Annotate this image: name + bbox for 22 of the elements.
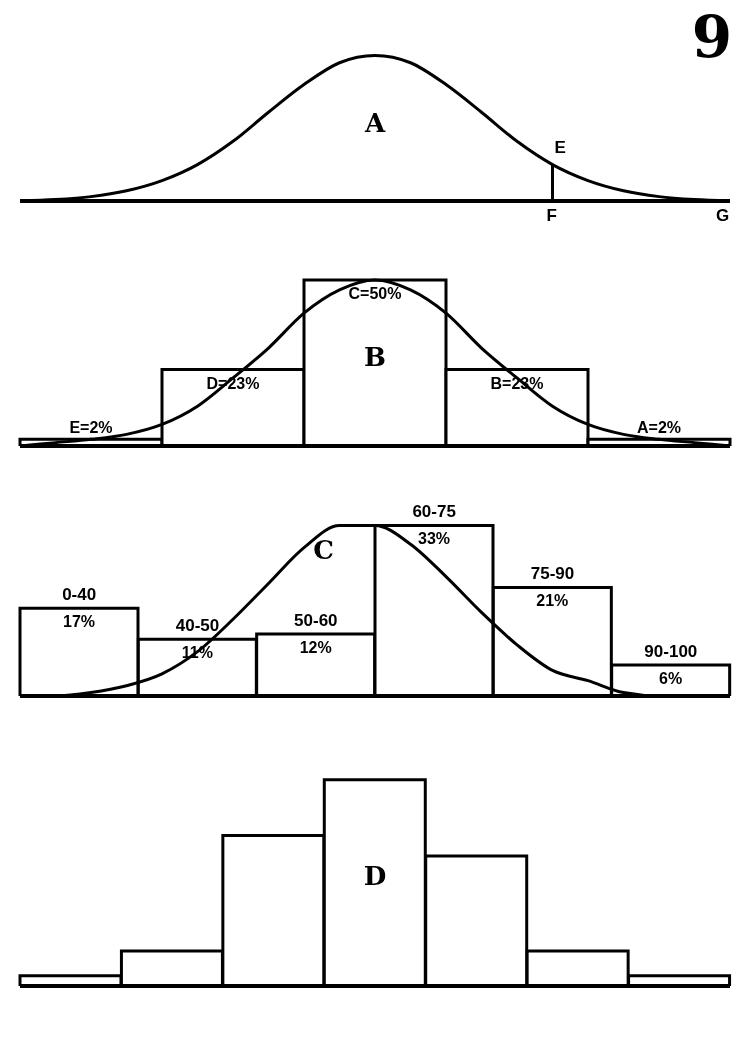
- data-label: C=50%: [348, 284, 402, 302]
- annotation: 0-40: [62, 585, 97, 605]
- annotation: D: [363, 860, 387, 891]
- text: F: [546, 206, 557, 225]
- annotation: A: [364, 108, 386, 139]
- text: G: [716, 206, 730, 225]
- annotation: C: [313, 535, 334, 565]
- data-label: 33%: [417, 530, 451, 548]
- annotation: 9: [691, 3, 732, 71]
- annotation: 75-90: [530, 564, 575, 584]
- data-label: 21%: [536, 592, 569, 610]
- data-label: E=2%: [69, 419, 113, 437]
- data-label: 17%: [62, 613, 96, 631]
- annotation: 50-60: [294, 610, 338, 630]
- data-label: A=2%: [636, 419, 682, 437]
- annotation: 40-50: [175, 616, 220, 636]
- annotation: 90-100: [644, 641, 698, 661]
- text: 60-75: [412, 502, 456, 522]
- annotation: E: [554, 137, 566, 157]
- data-label: 6%: [659, 669, 683, 687]
- data-label: 12%: [299, 638, 332, 656]
- annotation: B: [364, 342, 386, 373]
